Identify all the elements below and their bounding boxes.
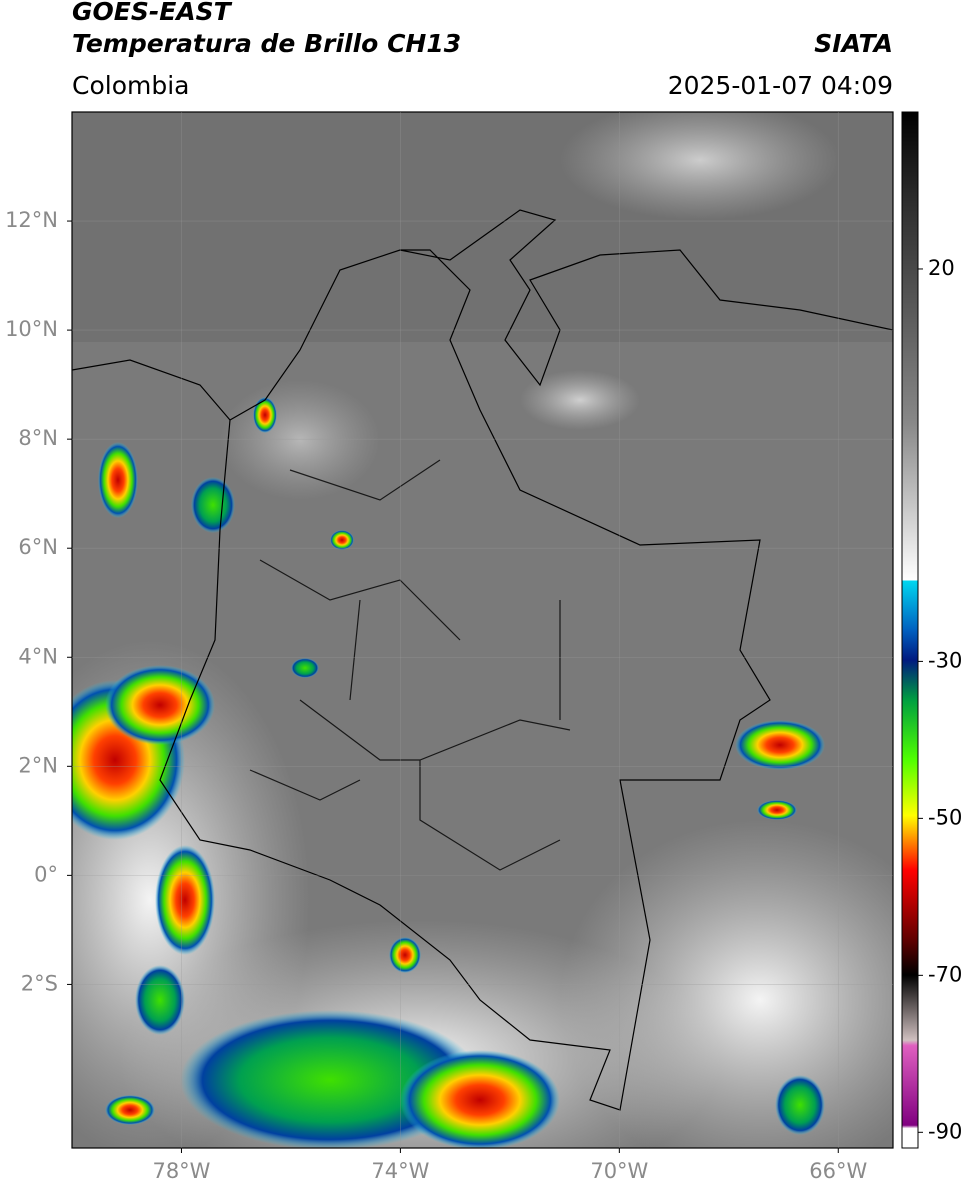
map-imagery: [72, 112, 893, 1148]
colorbar-tick-label: -30: [928, 648, 962, 672]
y-tick-label: 8°N: [18, 426, 58, 450]
y-tick-label: 0°: [34, 862, 58, 886]
colorbar-tick-label: -50: [928, 805, 962, 829]
coastline: [72, 209, 893, 421]
colorbar-tick-label: 20: [928, 256, 955, 280]
x-tick-label: 78°W: [152, 1159, 210, 1183]
y-tick-label: 2°S: [21, 971, 58, 995]
y-tick-label: 10°N: [5, 317, 58, 341]
y-tick-label: 6°N: [18, 535, 58, 559]
title: GOES-EAST: [72, 0, 233, 26]
x-tick-label: 70°W: [590, 1159, 648, 1183]
map-frame: [71, 111, 894, 1149]
colombia-border: [159, 249, 771, 1111]
subtitle: Temperatura de Brillo CH13: [72, 29, 461, 58]
admin-borders: [249, 459, 571, 871]
source: SIATA: [814, 29, 893, 58]
x-tick-label: 74°W: [371, 1159, 429, 1183]
y-tick-label: 2°N: [18, 753, 58, 777]
y-tick-label: 4°N: [18, 644, 58, 668]
region: Colombia: [72, 71, 189, 100]
colorbar-tick-label: -70: [928, 962, 962, 986]
timestamp: 2025-01-07 04:09: [668, 71, 893, 100]
colorbar: [901, 111, 919, 1149]
colorbar-tick-label: -90: [928, 1119, 962, 1143]
y-tick-label: 12°N: [5, 208, 58, 232]
x-tick-label: 66°W: [809, 1159, 867, 1183]
